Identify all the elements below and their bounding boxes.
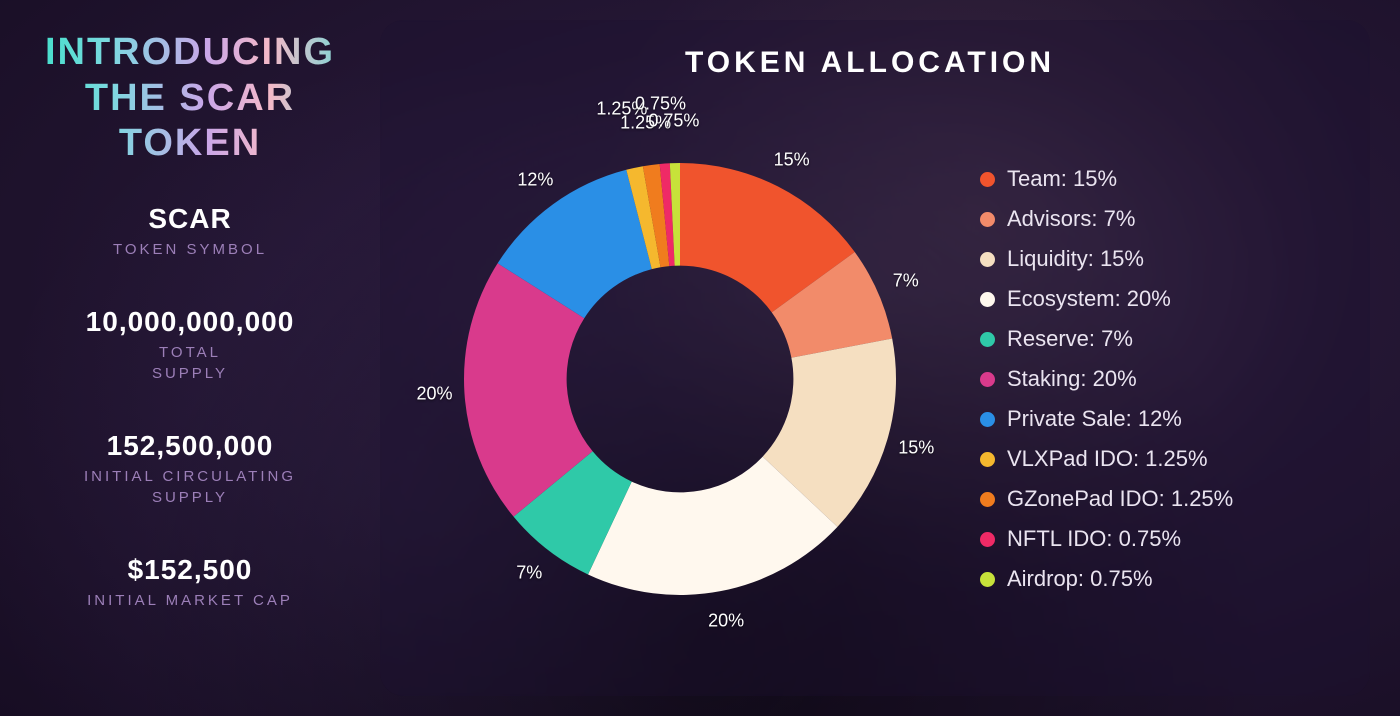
legend-swatch <box>980 532 995 547</box>
legend-swatch <box>980 332 995 347</box>
legend-swatch <box>980 292 995 307</box>
slice-label: 20% <box>416 384 452 405</box>
stat-label: TOTALSUPPLY <box>30 342 350 384</box>
left-stats-column: INTRODUCING THE SCAR TOKEN SCAR TOKEN SYM… <box>0 0 370 716</box>
slice-label: 20% <box>708 610 744 631</box>
donut-chart: 15%7%15%20%7%20%12%1.25%1.25%0.75%0.75% <box>410 109 950 649</box>
stat-block: 152,500,000 INITIAL CIRCULATINGSUPPLY <box>30 430 350 508</box>
allocation-panel: TOKEN ALLOCATION 15%7%15%20%7%20%12%1.25… <box>380 20 1370 696</box>
legend-label: Advisors: 7% <box>1007 206 1135 232</box>
legend-item: VLXPad IDO: 1.25% <box>980 446 1233 472</box>
slice-label: 7% <box>893 271 919 292</box>
stat-value: $152,500 <box>30 554 350 586</box>
legend-label: Private Sale: 12% <box>1007 406 1182 432</box>
stat-label: INITIAL MARKET CAP <box>30 590 350 611</box>
legend-label: Liquidity: 15% <box>1007 246 1144 272</box>
stat-value: 10,000,000,000 <box>30 306 350 338</box>
panel-title: TOKEN ALLOCATION <box>410 46 1330 80</box>
stat-block: 10,000,000,000 TOTALSUPPLY <box>30 306 350 384</box>
donut-svg <box>410 109 950 649</box>
legend-swatch <box>980 252 995 267</box>
legend-label: GZonePad IDO: 1.25% <box>1007 486 1233 512</box>
legend-label: Team: 15% <box>1007 166 1117 192</box>
stats-list: SCAR TOKEN SYMBOL 10,000,000,000 TOTALSUPPL… <box>30 203 350 657</box>
slice-label: 15% <box>774 149 810 170</box>
legend-swatch <box>980 492 995 507</box>
legend-item: GZonePad IDO: 1.25% <box>980 486 1233 512</box>
legend-item: Reserve: 7% <box>980 326 1233 352</box>
headline: INTRODUCING THE SCAR TOKEN <box>30 30 350 167</box>
slice-label: 7% <box>516 563 542 584</box>
slice-label: 12% <box>517 169 553 190</box>
legend-label: Staking: 20% <box>1007 366 1137 392</box>
stat-block: SCAR TOKEN SYMBOL <box>30 203 350 260</box>
legend-swatch <box>980 372 995 387</box>
legend-swatch <box>980 412 995 427</box>
legend-label: VLXPad IDO: 1.25% <box>1007 446 1208 472</box>
stat-block: $152,500 INITIAL MARKET CAP <box>30 554 350 611</box>
legend-item: NFTL IDO: 0.75% <box>980 526 1233 552</box>
stat-label: INITIAL CIRCULATINGSUPPLY <box>30 466 350 508</box>
stat-label: TOKEN SYMBOL <box>30 239 350 260</box>
legend-swatch <box>980 212 995 227</box>
slice-label: 15% <box>898 437 934 458</box>
legend-label: Ecosystem: 20% <box>1007 286 1171 312</box>
headline-line-1: INTRODUCING <box>45 31 335 73</box>
legend-swatch <box>980 172 995 187</box>
legend-item: Advisors: 7% <box>980 206 1233 232</box>
stat-value: 152,500,000 <box>30 430 350 462</box>
headline-line-2: THE SCAR TOKEN <box>85 77 295 165</box>
legend-item: Staking: 20% <box>980 366 1233 392</box>
legend-swatch <box>980 572 995 587</box>
slice-label: 0.75% <box>648 111 699 132</box>
legend-item: Liquidity: 15% <box>980 246 1233 272</box>
legend-item: Private Sale: 12% <box>980 406 1233 432</box>
legend-label: Airdrop: 0.75% <box>1007 566 1153 592</box>
legend-item: Airdrop: 0.75% <box>980 566 1233 592</box>
legend-item: Ecosystem: 20% <box>980 286 1233 312</box>
legend-label: NFTL IDO: 0.75% <box>1007 526 1181 552</box>
legend-item: Team: 15% <box>980 166 1233 192</box>
legend: Team: 15% Advisors: 7% Liquidity: 15% Ecosy… <box>980 166 1233 592</box>
stat-value: SCAR <box>30 203 350 235</box>
legend-swatch <box>980 452 995 467</box>
legend-label: Reserve: 7% <box>1007 326 1133 352</box>
